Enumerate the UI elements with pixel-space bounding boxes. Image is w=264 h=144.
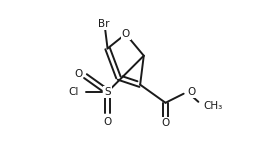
Text: O: O (161, 118, 170, 128)
Text: Br: Br (98, 19, 110, 30)
Text: S: S (104, 87, 111, 97)
Text: O: O (121, 29, 130, 39)
Text: O: O (103, 117, 112, 127)
Text: CH₃: CH₃ (204, 101, 223, 111)
Text: Cl: Cl (68, 87, 79, 97)
Text: O: O (74, 69, 82, 79)
Text: O: O (187, 87, 195, 97)
